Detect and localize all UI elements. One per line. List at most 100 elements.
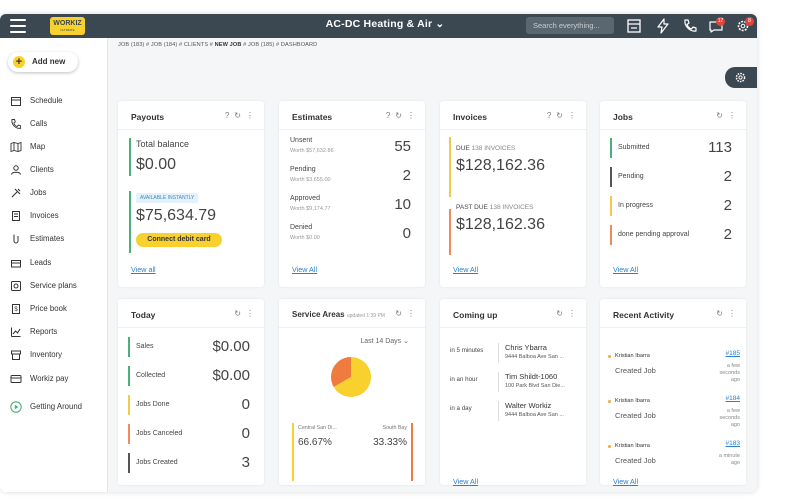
refresh-icon[interactable]: ↻: [716, 111, 723, 120]
recent-activity-view-all-link[interactable]: View All: [613, 477, 639, 486]
more-icon[interactable]: ⋮: [728, 309, 736, 318]
settings-badge: 8: [745, 17, 754, 26]
sidebar-item-leads[interactable]: Leads: [0, 254, 107, 272]
sidebar-item-clients[interactable]: Clients: [0, 161, 107, 179]
appointment-client-name[interactable]: Chris Ybarra: [505, 343, 547, 352]
payouts-view-all-link[interactable]: View all: [131, 265, 156, 274]
total-balance-value: $0.00: [136, 156, 177, 173]
help-icon[interactable]: ?: [546, 111, 552, 120]
pie-slice-0[interactable]: [333, 357, 371, 397]
lightning-icon[interactable]: [655, 18, 671, 34]
appointment-address: 9444 Balboa Ave San ...: [505, 354, 564, 360]
service-plans-icon: [11, 281, 21, 291]
add-new-button[interactable]: + Add new: [8, 52, 78, 72]
timeline-divider: [498, 401, 499, 421]
service-area-indicator: [292, 423, 294, 481]
sidebar-item-price-book[interactable]: $ Price book: [0, 300, 107, 318]
appointment-client-name[interactable]: Walter Workiz: [505, 401, 552, 410]
sidebar-item-label: Clients: [30, 165, 54, 174]
breadcrumb-current[interactable]: NEW JOB: [214, 42, 242, 48]
jobs-title: Jobs: [613, 112, 633, 122]
phone-icon[interactable]: [682, 18, 698, 34]
estimate-count: 55: [394, 138, 411, 155]
sidebar-item-getting-around[interactable]: Getting Around: [0, 398, 107, 416]
service-area-legend-item: Central San Di... 66.67%: [292, 423, 352, 481]
sidebar-item-reports[interactable]: Reports: [0, 323, 107, 341]
workiz-logo[interactable]: WORKIZ ULTIMATE: [50, 17, 85, 35]
date-range-label: Last 14 Days: [360, 338, 402, 345]
refresh-icon[interactable]: ↻: [234, 111, 241, 120]
settings-gear-icon[interactable]: [735, 18, 751, 34]
service-area-name: South Bay: [382, 425, 407, 431]
sidebar-item-label: Leads: [30, 258, 52, 267]
messages-badge: 17: [716, 17, 725, 26]
sidebar-item-jobs[interactable]: Jobs: [0, 184, 107, 202]
help-icon[interactable]: ?: [224, 111, 230, 120]
sidebar-item-estimates[interactable]: Estimates: [0, 230, 107, 248]
job-status-label[interactable]: done pending approval: [618, 231, 690, 238]
appointment-client-name[interactable]: Tim Shildt-1060: [505, 372, 558, 381]
more-icon[interactable]: ⋮: [407, 309, 415, 318]
activity-action: Created Job: [615, 366, 656, 375]
activity-job-link[interactable]: #183: [725, 440, 740, 447]
activity-action: Created Job: [615, 456, 656, 465]
more-icon[interactable]: ⋮: [246, 309, 254, 318]
estimate-count: 0: [402, 225, 411, 242]
jobs-view-all-link[interactable]: View All: [613, 265, 639, 274]
pie-slice-1[interactable]: [331, 357, 351, 387]
cash-register-icon[interactable]: [626, 18, 642, 34]
menu-icon[interactable]: [10, 19, 26, 33]
appointment-address: 9444 Balboa Ave San ...: [505, 412, 564, 418]
connect-debit-card-button[interactable]: Connect debit card: [136, 233, 222, 247]
job-status-label[interactable]: Submitted: [618, 144, 650, 151]
company-selector[interactable]: AC-DC Heating & Air ⌄: [300, 18, 470, 30]
invoices-title: Invoices: [453, 112, 488, 122]
today-card: Today ↻ ⋮ Sales $0.00 Collected $0.00 Jobs Do…: [118, 299, 264, 485]
invoices-card: Invoices ? ↻ ⋮ DUE 138 INVOICES $128,162.3…: [440, 101, 586, 287]
today-metric-label: Jobs Done: [136, 401, 170, 408]
instant-indicator: [129, 191, 131, 253]
refresh-icon[interactable]: ↻: [556, 309, 563, 318]
more-icon[interactable]: ⋮: [568, 309, 576, 318]
more-icon[interactable]: ⋮: [568, 111, 576, 120]
job-status-label[interactable]: Pending: [618, 173, 644, 180]
estimates-view-all-link[interactable]: View All: [292, 265, 318, 274]
svg-text:$: $: [14, 307, 18, 313]
more-icon[interactable]: ⋮: [728, 111, 736, 120]
past-due-value: $128,162.36: [456, 216, 545, 233]
coming-up-view-all-link[interactable]: View All: [453, 477, 479, 486]
refresh-icon[interactable]: ↻: [395, 111, 402, 120]
job-status-count: 2: [723, 197, 732, 214]
more-icon[interactable]: ⋮: [407, 111, 415, 120]
activity-job-link[interactable]: #185: [725, 350, 740, 357]
breadcrumb-trailing[interactable]: # JOB (185) # DASHBOARD: [243, 42, 318, 48]
refresh-icon[interactable]: ↻: [556, 111, 563, 120]
date-range-select[interactable]: Last 14 Days ⌄: [360, 337, 409, 345]
sidebar-item-inventory[interactable]: Inventory: [0, 346, 107, 364]
sidebar-item-map[interactable]: Map: [0, 138, 107, 156]
sidebar-item-schedule[interactable]: Schedule: [0, 92, 107, 110]
sidebar-item-calls[interactable]: Calls: [0, 115, 107, 133]
job-status-label[interactable]: In progress: [618, 202, 654, 209]
more-icon[interactable]: ⋮: [246, 111, 254, 120]
search-input[interactable]: [526, 17, 614, 34]
coming-up-title: Coming up: [453, 310, 498, 320]
help-icon[interactable]: ?: [385, 111, 391, 120]
top-bar: WORKIZ ULTIMATE AC-DC Heating & Air ⌄ 17…: [0, 14, 757, 38]
activity-dot: [608, 400, 611, 403]
refresh-icon[interactable]: ↻: [234, 309, 241, 318]
total-balance-label: Total balance: [136, 139, 190, 149]
sidebar-item-workiz-pay[interactable]: Workiz pay: [0, 370, 107, 388]
activity-job-link[interactable]: #184: [725, 395, 740, 402]
sidebar: + Add new Schedule Calls Map Clients Jobs Inv…: [0, 38, 108, 492]
activity-time: a few seconds ago: [719, 408, 741, 428]
due-label: DUE: [456, 145, 470, 152]
sidebar-item-invoices[interactable]: Invoices: [0, 207, 107, 225]
invoices-view-all-link[interactable]: View All: [453, 265, 479, 274]
dashboard-settings-button[interactable]: [725, 67, 757, 88]
appointment-time: in 5 minutes: [450, 347, 484, 354]
refresh-icon[interactable]: ↻: [716, 309, 723, 318]
refresh-icon[interactable]: ↻: [395, 309, 402, 318]
sidebar-item-service-plans[interactable]: Service plans: [0, 277, 107, 295]
breadcrumb-links[interactable]: JOB (183) # JOB (184) # CLIENTS #: [118, 42, 214, 48]
